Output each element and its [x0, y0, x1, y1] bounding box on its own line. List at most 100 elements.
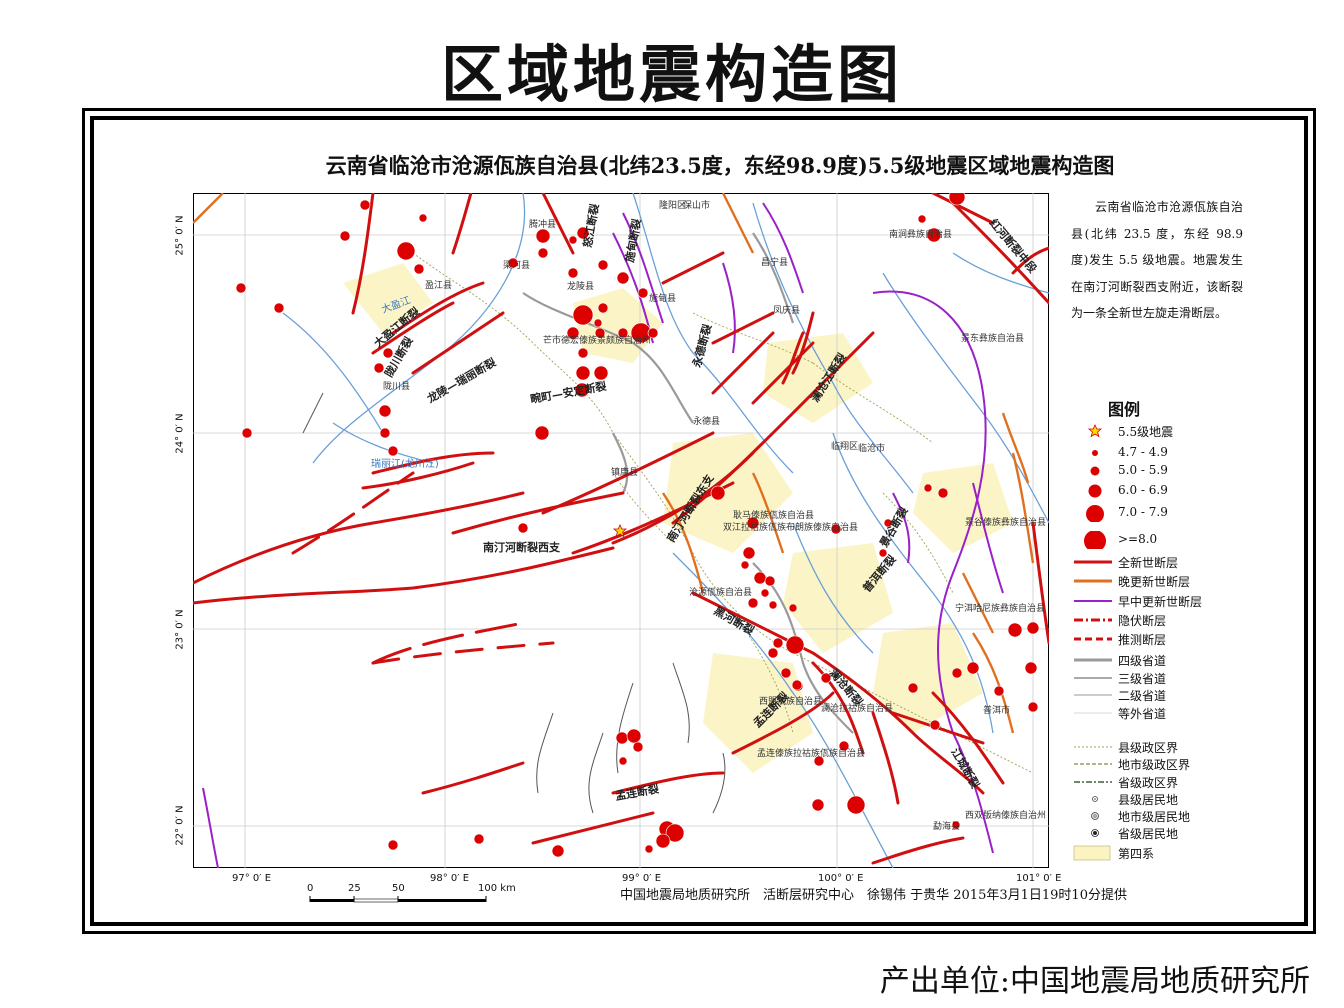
- place-label: 陇川县: [383, 380, 410, 392]
- legend-item: 省级政区界: [1072, 773, 1272, 791]
- legend-item: 5.0 - 5.9: [1072, 462, 1272, 480]
- fill-yellow-icon: [1073, 845, 1111, 861]
- outer-frame: [82, 108, 1316, 934]
- place-label: 龙陵县: [567, 280, 594, 292]
- legend-label: 县级居民地: [1118, 793, 1179, 807]
- map-description: 云南省临沧市沧源佤族自治县(北纬 23.5 度，东经 98.9 度)发生 5.5…: [1071, 200, 1243, 320]
- legend-label: 早中更新世断层: [1118, 595, 1203, 609]
- legend-item: 地市级政区界: [1072, 755, 1272, 773]
- thin-lines: [302, 392, 726, 814]
- legend-item: 县级居民地: [1072, 790, 1272, 808]
- circle-s-icon: [1090, 466, 1100, 476]
- scale-label: 25: [348, 883, 361, 894]
- line-dash-red-icon: [1074, 637, 1112, 641]
- circle-l-icon: [1086, 505, 1104, 522]
- legend-title: 图例: [1108, 400, 1141, 419]
- lat-tick-label: 23° 0′ N: [174, 609, 186, 650]
- legend-item: 第四系: [1072, 844, 1272, 862]
- legend-label: 县级政区界: [1118, 741, 1179, 755]
- place-label: 隆阳区: [659, 199, 686, 211]
- line-grey-thick-icon: [1074, 658, 1112, 662]
- star-icon: [1087, 424, 1103, 438]
- circle-xl-icon: [1084, 531, 1106, 549]
- scale-label: 50: [392, 883, 405, 894]
- legend-label: 全新世断层: [1118, 556, 1179, 570]
- fault-label: 孟连断裂: [614, 782, 660, 803]
- legend-label: 6.0 - 6.9: [1118, 483, 1168, 497]
- fault-label: 畹町—安定断裂: [529, 379, 607, 406]
- dot-bullseye-icon: [1091, 829, 1099, 837]
- lat-tick-label: 25° 0′ N: [174, 215, 186, 256]
- line-purple-icon: [1074, 600, 1112, 602]
- place-label: 景谷傣族彝族自治县: [965, 516, 1046, 528]
- map-title: 云南省临沧市沧源佤族自治县(北纬23.5度，东经98.9度)5.5级地震区域地震…: [325, 153, 1115, 178]
- lon-tick-label: 99° 0′ E: [622, 873, 662, 884]
- lon-tick-label: 98° 0′ E: [430, 873, 470, 884]
- place-label: 凤庆县: [773, 304, 800, 316]
- place-label: 南涧彝族自治县: [889, 228, 952, 240]
- legend-item: 全新世断层: [1072, 553, 1272, 571]
- epicenter-star: [612, 524, 628, 538]
- place-label: 西盟佤族自治县: [759, 695, 822, 707]
- legend-label: 5.5级地震: [1118, 425, 1174, 439]
- legend-label: 地市级政区界: [1118, 758, 1191, 772]
- legend-label: 7.0 - 7.9: [1118, 505, 1168, 519]
- line-dotted-olive-icon: [1074, 746, 1112, 748]
- place-label: 保山市: [683, 199, 710, 211]
- line-orange-icon: [1074, 579, 1112, 583]
- scale-bar-graphic: [309, 896, 487, 903]
- scale-label: 100 km: [478, 883, 516, 894]
- place-label: 耿马傣族佤族自治县: [733, 509, 814, 521]
- legend-item: 推测断层: [1072, 630, 1272, 648]
- place-label: 西双版纳傣族自治州: [965, 809, 1046, 821]
- legend-label: 四级省道: [1118, 654, 1167, 668]
- river-label: 瑞丽江(龙川江): [371, 457, 439, 470]
- line-grey-thin-icon: [1074, 694, 1112, 696]
- place-label: 宁洱哈尼族彝族自治县: [955, 602, 1045, 614]
- place-label: 普洱市: [983, 704, 1010, 716]
- place-label: 临沧市: [858, 442, 885, 454]
- place-label: 景东彝族自治县: [961, 332, 1024, 344]
- dot-ring-icon: [1091, 812, 1099, 820]
- place-label: 沧源佤族自治县: [689, 586, 752, 598]
- legend-label: 5.0 - 5.9: [1118, 463, 1168, 477]
- legend-item: 晚更新世断层: [1072, 572, 1272, 590]
- legend-label: 省级政区界: [1118, 776, 1179, 790]
- legend-item: 四级省道: [1072, 651, 1272, 669]
- line-dotted-olive2-icon: [1074, 763, 1112, 765]
- lat-tick-label: 22° 0′ N: [174, 805, 186, 846]
- legend-label: 推测断层: [1118, 633, 1167, 647]
- place-labels: 腾冲县 保山市 隆阳区 昌宁县 凤庆县 南涧彝族自治县 景东彝族自治县 芒市德宏…: [383, 199, 1046, 832]
- lon-tick-label: 97° 0′ E: [232, 873, 272, 884]
- lon-tick-label: 101° 0′ E: [1016, 873, 1062, 884]
- legend-label: 第四系: [1118, 847, 1155, 861]
- legend-item: >=8.0: [1072, 531, 1272, 549]
- place-label: 双江拉祜族佤族布朗族傣族自治县: [723, 521, 858, 533]
- scale-bar: 0 25 50 100 km: [300, 880, 516, 910]
- place-label: 芒市德宏傣族景颇族自治州: [543, 334, 651, 346]
- legend-item: 5.5级地震: [1072, 422, 1272, 440]
- place-label: 镇康县: [611, 466, 638, 478]
- legend-label: 隐伏断层: [1118, 614, 1167, 628]
- legend-label: 等外省道: [1118, 707, 1167, 721]
- scale-label: 0: [307, 883, 314, 894]
- legend-label: 晚更新世断层: [1118, 575, 1191, 589]
- legend-item: 三级省道: [1072, 669, 1272, 687]
- map-canvas[interactable]: 腾冲县 保山市 隆阳区 昌宁县 凤庆县 南涧彝族自治县 景东彝族自治县 芒市德宏…: [193, 193, 1049, 868]
- fault-label: 龙陵—瑞丽断裂: [424, 355, 499, 406]
- legend-item: 6.0 - 6.9: [1072, 482, 1272, 500]
- lat-tick-label: 24° 0′ N: [174, 413, 186, 454]
- credits: 中国地震局地质研究所 活断层研究中心 徐锡伟 于贵华 2015年3月1日19时1…: [620, 888, 1127, 903]
- legend-label: 省级居民地: [1118, 827, 1179, 841]
- circle-m-icon: [1088, 484, 1102, 498]
- quaternary-fills: [343, 263, 1013, 773]
- line-red-icon: [1074, 560, 1112, 564]
- legend-item: 早中更新世断层: [1072, 592, 1272, 610]
- late-pleistocene-faults: [193, 193, 1035, 734]
- place-label: 盈江县: [425, 280, 452, 291]
- legend-label: 4.7 - 4.9: [1118, 445, 1168, 459]
- place-label: 勐海县: [933, 820, 960, 832]
- place-label: 澜沧拉祜族自治县: [821, 702, 893, 714]
- producer: 产出单位:中国地震局地质研究所: [879, 964, 1310, 999]
- legend-label: >=8.0: [1118, 532, 1158, 546]
